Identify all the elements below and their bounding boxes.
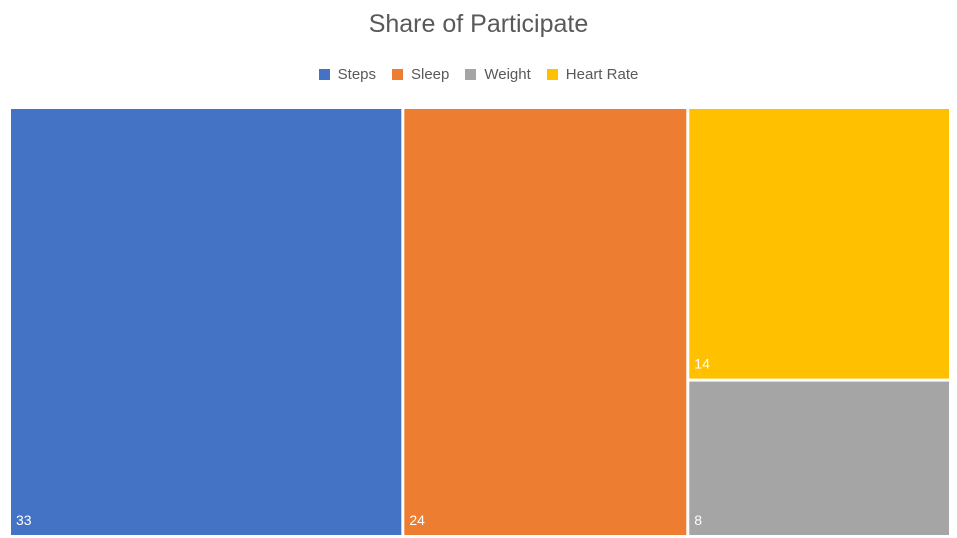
legend-item-sleep: Sleep — [392, 66, 449, 83]
legend-label-weight: Weight — [484, 66, 531, 83]
legend-item-heart-rate: Heart Rate — [546, 66, 639, 83]
treemap-tile-heart-rate — [689, 109, 949, 379]
chart-title: Share of Participate — [368, 10, 589, 38]
data-label-steps: 33 — [16, 512, 32, 528]
chart-legend: Steps Sleep Weight Heart Rate — [0, 66, 957, 83]
data-label-weight: 8 — [694, 512, 702, 528]
legend-item-steps: Steps — [318, 66, 376, 83]
treemap-tile-sleep — [404, 109, 687, 535]
treemap-tile-steps — [11, 109, 402, 535]
data-label-heart-rate: 14 — [694, 356, 710, 372]
legend-label-heart-rate: Heart Rate — [565, 66, 639, 83]
data-label-sleep: 24 — [409, 512, 425, 528]
legend-swatch-sleep — [392, 69, 403, 80]
treemap-tile-weight — [689, 381, 949, 535]
legend-swatch-steps — [318, 69, 330, 80]
legend-label-steps: Steps — [337, 66, 376, 83]
legend-swatch-weight — [465, 69, 477, 80]
legend-label-sleep: Sleep — [411, 66, 450, 83]
legend-item-weight: Weight — [465, 66, 531, 83]
legend-swatch-heart-rate — [546, 69, 558, 80]
